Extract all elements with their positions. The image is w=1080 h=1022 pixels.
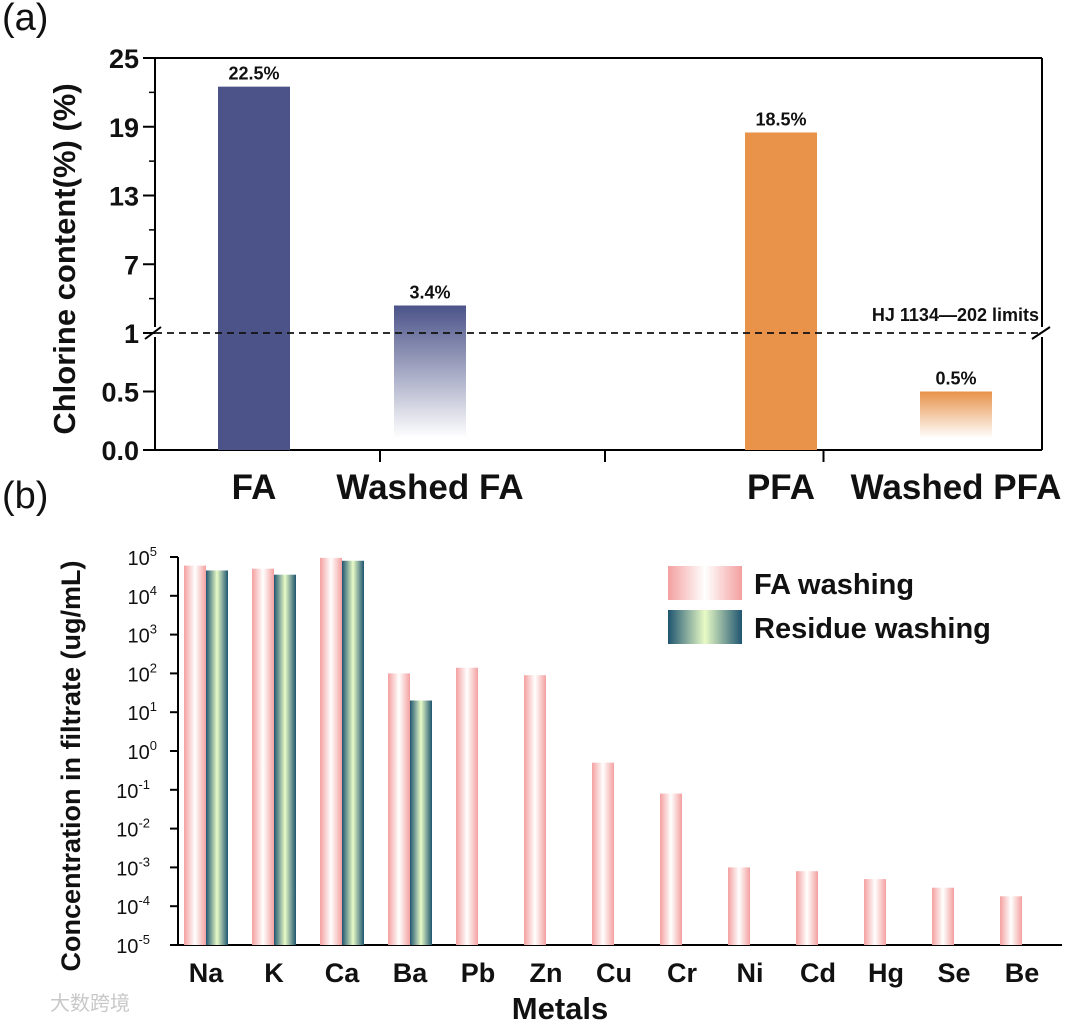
y-tick-label: 102 bbox=[128, 660, 157, 686]
bar-residue-washing-na bbox=[206, 570, 228, 945]
bar-residue-washing-ca bbox=[342, 560, 364, 945]
y-tick-label: 0.0 bbox=[101, 436, 139, 466]
legend-label-residue-washing: Residue washing bbox=[754, 613, 991, 645]
y-tick-label: 105 bbox=[128, 544, 157, 570]
bar-value-label: 18.5% bbox=[755, 109, 806, 129]
y-tick-label: 100 bbox=[128, 738, 157, 764]
panel-label-b: (b) bbox=[2, 475, 48, 517]
metals-concentration-chart: 10-5 10-4 10-3 10-2 10-1 100 101 102 103 104 105 Co… bbox=[56, 544, 1062, 1022]
x-tick-label: Washed PFA bbox=[851, 468, 1062, 507]
x-tick-label: Washed FA bbox=[336, 468, 523, 507]
y-tick-label: 10-1 bbox=[116, 777, 150, 803]
x-axis-label: Metals bbox=[512, 991, 608, 1022]
x-tick-label: Be bbox=[1005, 958, 1040, 988]
bar-fa-washing-cu bbox=[592, 762, 614, 945]
x-tick-label: K bbox=[264, 958, 284, 988]
y-tick-label: 101 bbox=[128, 699, 157, 725]
y-tick-label: 1 bbox=[124, 319, 139, 349]
x-tick-label: Cd bbox=[800, 958, 836, 988]
chlorine-content-chart: 0.0 0.5 1 7 13 19 25 Chlorine content(%) (%) 22.… bbox=[47, 44, 1061, 507]
x-tick-label: PFA bbox=[747, 468, 815, 507]
x-tick-label: Cu bbox=[596, 958, 632, 988]
x-tick-label: Zn bbox=[530, 958, 563, 988]
x-tick-label: Pb bbox=[461, 958, 496, 988]
bar-fa-washing-pb bbox=[456, 667, 478, 945]
legend-swatch-residue-washing bbox=[668, 610, 742, 644]
y-tick-label: 13 bbox=[109, 182, 139, 212]
x-tick-label: Cr bbox=[667, 958, 697, 988]
bar-fa-washing-cr bbox=[660, 793, 682, 945]
bar-residue-washing-ba bbox=[410, 700, 432, 945]
bar-fa-washing-ba bbox=[388, 673, 410, 945]
legend-label-fa-washing: FA washing bbox=[754, 569, 914, 601]
watermark: 大数跨境 bbox=[50, 992, 130, 1015]
bar-fa-washing-ca bbox=[320, 557, 342, 945]
bar-fa-washing-na bbox=[184, 565, 206, 945]
y-axis-label: Concentration in filtrate (ug/mL) bbox=[56, 561, 86, 972]
x-tick-label: Ca bbox=[325, 958, 360, 988]
y-tick-label: 10-5 bbox=[116, 932, 150, 958]
y-tick-label: 103 bbox=[128, 622, 157, 648]
x-tick-label: Hg bbox=[868, 958, 904, 988]
bar-fa-washing-k bbox=[252, 568, 274, 945]
y-axis-label: Chlorine content(%) (%) bbox=[47, 83, 82, 434]
bar-fa-washing-cd bbox=[796, 871, 818, 945]
x-tick-label: Na bbox=[189, 958, 224, 988]
bar-value-label: 22.5% bbox=[228, 64, 279, 84]
bar-value-label: 0.5% bbox=[935, 369, 976, 389]
x-tick-label: FA bbox=[232, 468, 277, 507]
bar-fa-washing-hg bbox=[864, 879, 886, 945]
bar-pfa bbox=[745, 132, 817, 450]
y-tick-label: 7 bbox=[124, 250, 139, 280]
y-tick-label: 10-2 bbox=[116, 816, 150, 842]
y-tick-label: 0.5 bbox=[101, 378, 139, 408]
bar-fa-washing-be bbox=[1000, 896, 1022, 945]
bar-fa-washing-se bbox=[932, 887, 954, 945]
bar-fa-washing-ni bbox=[728, 867, 750, 945]
bar-value-label: 3.4% bbox=[409, 283, 450, 303]
y-tick-label: 10-4 bbox=[116, 893, 150, 919]
reference-line-label: HJ 1134—202 limits bbox=[872, 305, 1039, 325]
y-tick-label: 10-3 bbox=[116, 854, 150, 880]
bar-washed-pfa bbox=[920, 391, 992, 438]
axis-break-mark-right bbox=[1031, 326, 1051, 340]
bar-residue-washing-k bbox=[274, 574, 296, 945]
bar-fa-washing-zn bbox=[524, 675, 546, 945]
legend-swatch-fa-washing bbox=[668, 566, 742, 600]
y-tick-label: 25 bbox=[109, 44, 139, 74]
bar-fa bbox=[218, 86, 290, 450]
x-tick-label: Se bbox=[937, 958, 970, 988]
bar-washed-fa bbox=[394, 305, 466, 438]
x-tick-label: Ba bbox=[393, 958, 428, 988]
x-tick-label: Ni bbox=[737, 958, 764, 988]
y-tick-label: 19 bbox=[109, 113, 139, 143]
panel-label-a: (a) bbox=[2, 0, 48, 39]
y-tick-label: 104 bbox=[128, 583, 157, 609]
